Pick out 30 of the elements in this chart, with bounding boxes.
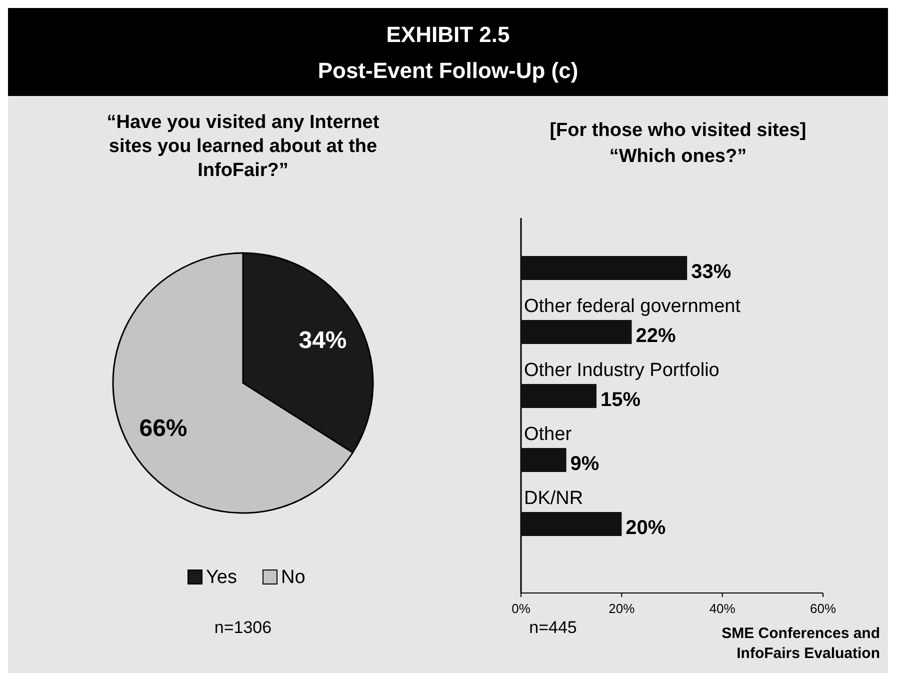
x-tick-label: 0% [512, 601, 531, 616]
bar [521, 256, 688, 280]
x-tick-label: 20% [608, 601, 636, 616]
data-label: 34% [298, 327, 347, 354]
data-label: 33% [691, 261, 732, 283]
y-tick-label: DK/NR [524, 488, 584, 509]
data-label: 20% [626, 517, 666, 539]
legend-label: Yes [206, 567, 237, 588]
text: SME Conferences and InfoFairs Evaluation [722, 625, 880, 662]
bar [521, 384, 596, 408]
chart-subtitle: “Which ones?” [609, 146, 747, 167]
data-label: 9% [570, 453, 600, 475]
bar [521, 512, 622, 536]
text: n=1306 [214, 618, 272, 637]
legend-label: No [281, 567, 306, 588]
bar [521, 448, 566, 472]
chart-title: “Have you visited any Internet sites you learned about at the InfoFair?” [106, 112, 380, 181]
x-tick-label: 60% [810, 601, 836, 616]
text: Post-Event Follow-Up (c) [318, 58, 578, 83]
y-tick-label: Other federal government [524, 296, 742, 317]
text: EXHIBIT 2.5 [386, 22, 510, 47]
data-label: 66% [139, 414, 188, 442]
y-tick-label: Other [524, 424, 572, 445]
data-label: 22% [636, 325, 676, 347]
y-tick-label: Other Industry Portfolio [524, 360, 720, 381]
data-label: 15% [600, 389, 641, 411]
text: n=445 [529, 618, 577, 637]
bar [521, 320, 632, 344]
x-tick-label: 40% [709, 601, 736, 616]
chart-title: [For those who visited sites] [550, 120, 806, 141]
